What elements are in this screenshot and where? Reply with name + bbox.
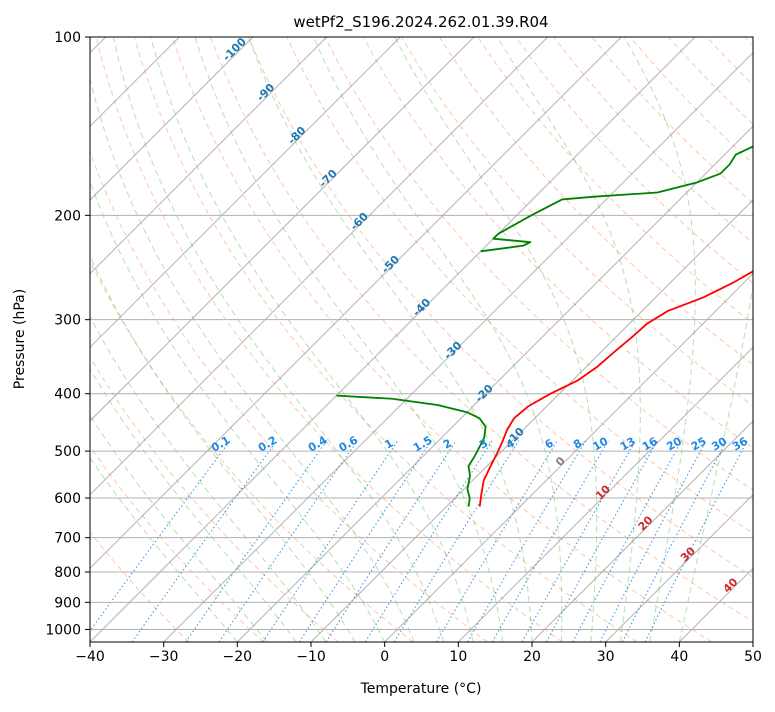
x-tick-label: 0	[380, 649, 389, 665]
y-tick-label: 300	[54, 313, 81, 329]
y-tick-label: 400	[54, 387, 81, 403]
x-tick-label: 40	[670, 649, 688, 665]
chart-title: wetPf2_S196.2024.262.01.39.R04	[293, 13, 548, 32]
x-tick-label: −30	[149, 649, 179, 665]
y-tick-label: 500	[54, 444, 81, 460]
x-tick-label: 50	[744, 649, 762, 665]
x-tick-label: −20	[223, 649, 253, 665]
x-tick-label: 30	[597, 649, 615, 665]
x-tick-label: 10	[449, 649, 467, 665]
y-tick-label: 600	[54, 491, 81, 507]
y-tick-label: 200	[54, 208, 81, 224]
y-tick-label: 800	[54, 565, 81, 581]
y-tick-label: 1000	[45, 622, 81, 638]
y-axis-label: Pressure (hPa)	[12, 289, 28, 389]
x-tick-label: 20	[523, 649, 541, 665]
y-tick-label: 900	[54, 595, 81, 611]
x-axis-label: Temperature (°C)	[360, 681, 482, 697]
y-tick-label: 100	[54, 30, 81, 46]
x-tick-label: −10	[296, 649, 326, 665]
x-tick-label: −40	[75, 649, 105, 665]
y-tick-label: 700	[54, 531, 81, 547]
